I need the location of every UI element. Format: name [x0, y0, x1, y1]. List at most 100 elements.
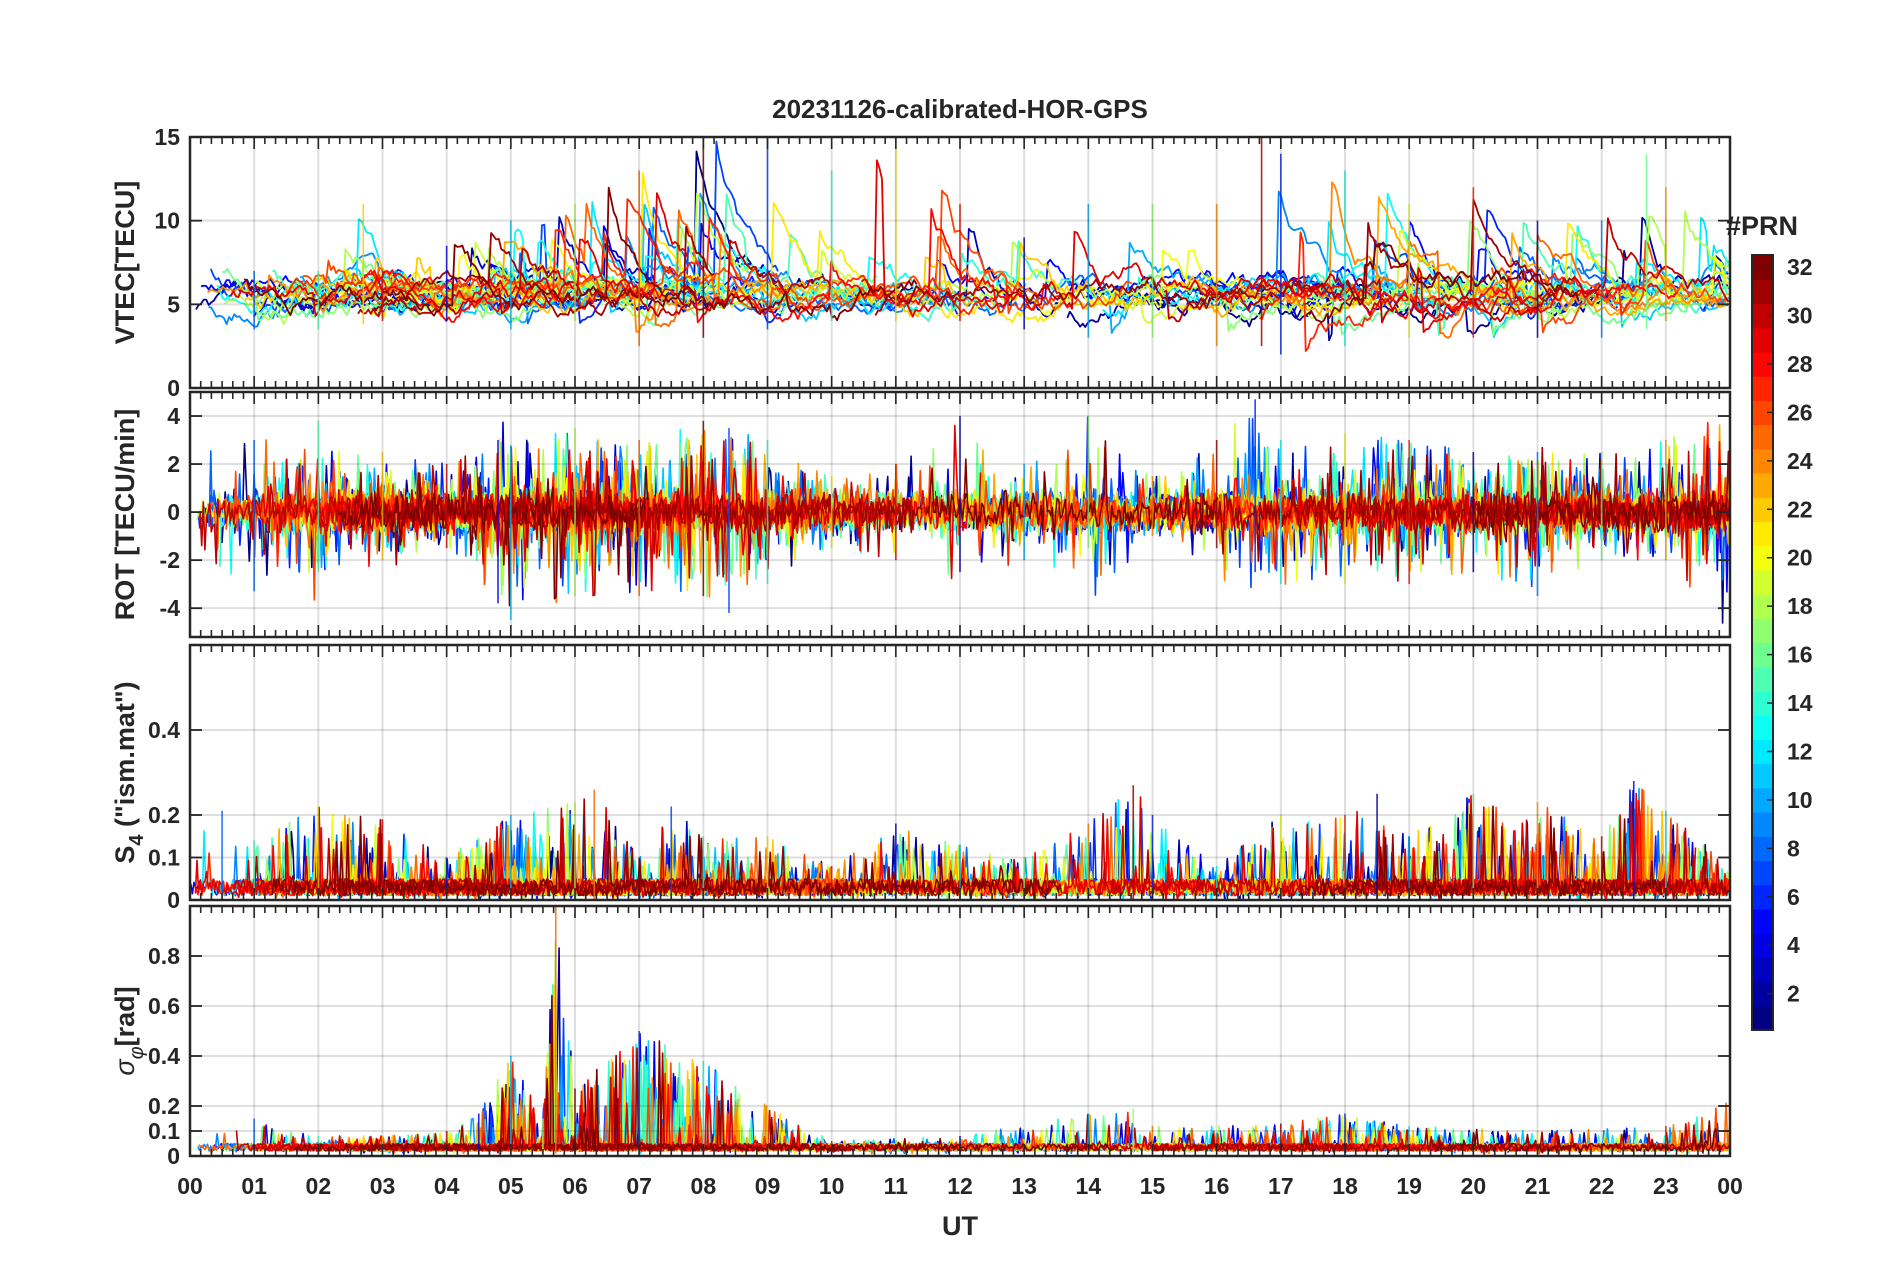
x-tick-label: 08	[691, 1173, 717, 1199]
y-tick-label: 0	[167, 887, 180, 913]
x-tick-label: 07	[626, 1173, 652, 1199]
x-tick-label: 03	[370, 1173, 396, 1199]
y-tick-label: 0	[167, 1143, 180, 1169]
colorbar-tick-label: 12	[1787, 738, 1813, 764]
colorbar-band-prn-4	[1752, 933, 1773, 958]
x-tick-label: 18	[1332, 1173, 1358, 1199]
x-tick-label: 10	[819, 1173, 845, 1199]
colorbar-band-prn-13	[1752, 715, 1773, 740]
colorbar-band-prn-24	[1752, 448, 1773, 474]
x-tick-label: 14	[1076, 1173, 1102, 1199]
colorbar-band-prn-6	[1752, 884, 1773, 910]
colorbar-band-prn-19	[1752, 569, 1773, 595]
colorbar-band-prn-29	[1752, 327, 1773, 353]
y-tick-label: -4	[160, 595, 181, 621]
panel-sigma_phi-grid	[189, 906, 1731, 1157]
x-tick-label: 17	[1268, 1173, 1294, 1199]
trace-prn-32-seg-0	[293, 994, 1119, 1152]
panel-sigma_phi	[190, 906, 1730, 1155]
colorbar-tick-label: 16	[1787, 642, 1813, 668]
x-tick-label: 05	[498, 1173, 524, 1199]
colorbar-band-prn-22	[1752, 497, 1773, 523]
trace-prn-32-seg-1	[1433, 1120, 1722, 1154]
panel-rot-traces	[190, 399, 1730, 633]
x-tick-label: 11	[884, 1173, 909, 1199]
y-tick-label: -2	[160, 547, 180, 573]
y-tick-label: 0.4	[148, 1043, 180, 1069]
trace-prn-27-seg-0	[285, 198, 1073, 316]
colorbar-band-prn-5	[1752, 908, 1773, 934]
colorbar-band-prn-17	[1752, 618, 1773, 644]
chart-title: 20231126-calibrated-HOR-GPS	[772, 94, 1148, 124]
colorbar-band-prn-30	[1752, 303, 1773, 329]
trace-prn-26-seg-0	[302, 189, 1133, 315]
colorbar-band-prn-16	[1752, 642, 1773, 668]
panel-sigma_phi-frame	[188, 904, 1732, 1158]
colorbar-tick-label: 22	[1787, 496, 1813, 522]
trace-prn-32-seg-0	[243, 186, 918, 322]
y-axis-label-rot: ROT [TECU/min]	[110, 409, 140, 620]
trace-prn-31-seg-1	[1149, 1127, 1572, 1153]
trace-prn-23-seg-1	[1180, 196, 1729, 319]
colorbar-band-prn-8	[1752, 836, 1773, 862]
panel-rot-frame	[188, 390, 1732, 639]
colorbar-band-prn-26	[1752, 400, 1773, 426]
trace-prn-32-seg-1	[924, 440, 1219, 542]
colorbar-band-prn-3	[1752, 957, 1773, 983]
colorbar-tick-label: 10	[1787, 787, 1813, 813]
colorbar-band-prn-18	[1752, 594, 1773, 619]
x-tick-label: 19	[1396, 1173, 1422, 1199]
y-tick-label: 0.1	[148, 845, 180, 871]
colorbar-tick-label: 20	[1787, 545, 1813, 571]
trace-prn-29-seg-0	[229, 192, 689, 317]
colorbar-tick-label: 30	[1787, 303, 1813, 329]
y-axis-label-sigma_phi: σφ[rad]	[110, 986, 148, 1075]
x-tick-label: 16	[1204, 1173, 1230, 1199]
trace-prn-31-seg-0	[374, 225, 715, 318]
y-tick-label: 0	[167, 499, 180, 525]
y-axis-label-vtec: VTEC[TECU]	[110, 181, 140, 345]
x-tick-label: 02	[306, 1173, 332, 1199]
panel-vtec-traces	[190, 137, 1730, 355]
colorbar-tick-label: 24	[1787, 448, 1813, 474]
x-tick-label: 00	[1717, 1173, 1743, 1199]
trace-prn-27-seg-0	[193, 845, 467, 897]
colorbar-band-prn-20	[1752, 545, 1773, 571]
colorbar-tick-label: 4	[1787, 932, 1800, 958]
colorbar-band-prn-32	[1752, 255, 1773, 280]
colorbar-tick-label: 2	[1787, 981, 1800, 1007]
colorbar-band-prn-12	[1752, 739, 1773, 765]
y-tick-label: 0	[167, 375, 180, 401]
x-tick-label: 00	[177, 1173, 203, 1199]
colorbar-band-prn-25	[1752, 424, 1773, 450]
y-tick-label: 0.8	[148, 943, 180, 969]
trace-prn-24-seg-1	[1197, 181, 1716, 316]
trace-prn-32-seg-0	[337, 465, 650, 607]
y-tick-label: 2	[167, 451, 180, 477]
x-tick-label: 12	[947, 1173, 973, 1199]
colorbar-band-prn-9	[1752, 812, 1773, 837]
colorbar-frame	[1751, 254, 1774, 1031]
colorbar-tick-label: 14	[1787, 690, 1813, 716]
panel-s4-frame	[188, 643, 1732, 902]
colorbar-band-prn-1	[1752, 1005, 1773, 1031]
y-tick-label: 0.2	[148, 1093, 180, 1119]
colorbar-tick-label: 32	[1787, 254, 1813, 280]
y-tick-label: 0.2	[148, 802, 180, 828]
colorbar-title: #PRN	[1726, 211, 1798, 241]
x-axis-label: UT	[942, 1211, 978, 1241]
panel-rot-grid	[189, 392, 1731, 637]
colorbar-band-prn-14	[1752, 690, 1773, 716]
x-tick-label: 15	[1140, 1173, 1166, 1199]
panel-vtec	[190, 137, 1730, 355]
y-tick-label: 0.6	[148, 993, 180, 1019]
y-tick-label: 10	[154, 208, 180, 234]
y-tick-label: 0.4	[148, 717, 180, 743]
x-tick-label: 23	[1653, 1173, 1679, 1199]
colorbar-band-prn-27	[1752, 376, 1773, 401]
panel-s4-traces	[190, 781, 1730, 900]
colorbar-band-prn-10	[1752, 787, 1773, 813]
